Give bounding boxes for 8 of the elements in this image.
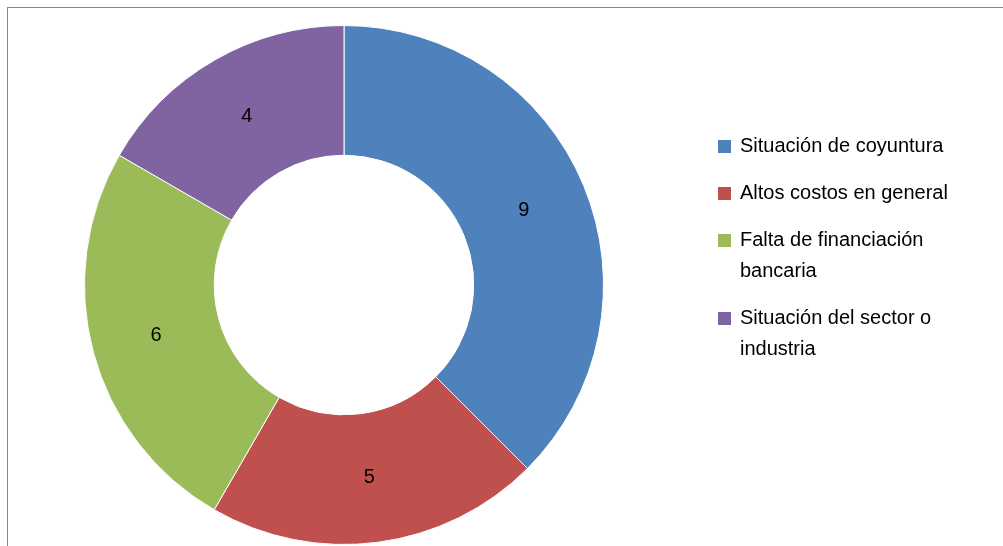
legend-label: Altos costos en general: [739, 180, 949, 205]
legend-label: Falta de financiación bancaria: [739, 227, 925, 283]
data-label: 9: [518, 198, 530, 221]
data-label: 6: [150, 322, 162, 345]
data-label: 5: [363, 465, 375, 488]
legend-label: Situación del sector o industria: [739, 305, 933, 361]
data-label: 4: [241, 103, 253, 126]
legend-label: Situación de coyuntura: [739, 133, 945, 158]
